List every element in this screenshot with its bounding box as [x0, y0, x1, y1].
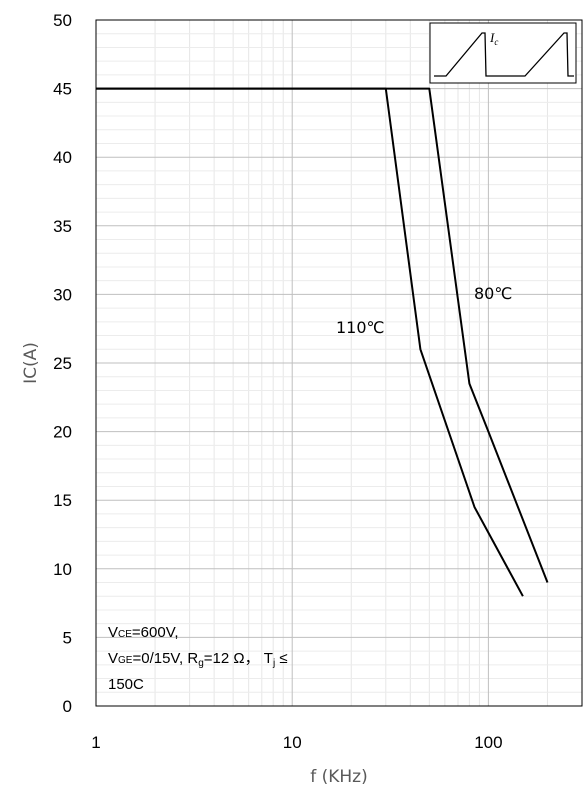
- x-tick-label: 1: [91, 733, 100, 752]
- inset-waveform: [434, 32, 574, 77]
- y-tick-label: 45: [53, 80, 72, 99]
- y-tick-label: 50: [53, 11, 72, 30]
- y-tick-label: 35: [53, 217, 72, 236]
- y-tick-labels: 0 5 10 15 20 25 30 35 40 45 50: [53, 11, 72, 716]
- inset-frame: [429, 22, 577, 84]
- series-line-1: [96, 87, 549, 583]
- x-axis-title: f (KHz): [310, 767, 368, 787]
- y-axis-title: IC(A): [21, 342, 41, 384]
- y-tick-label: 40: [53, 148, 72, 167]
- y-tick-label: 30: [53, 285, 72, 304]
- y-tick-label: 20: [53, 423, 72, 442]
- x-tick-label: 100: [474, 733, 502, 752]
- y-tick-label: 15: [53, 491, 72, 510]
- series-label-110c: 110℃: [336, 318, 385, 337]
- condition-line-3: 150C: [108, 676, 144, 693]
- y-tick-label: 5: [63, 628, 72, 647]
- y-tick-label: 0: [63, 697, 72, 716]
- x-tick-labels: 1 10 100: [91, 733, 502, 752]
- major-gridlines: [95, 19, 582, 707]
- plot-area-frame: [95, 19, 583, 707]
- x-tick-label: 10: [283, 733, 302, 752]
- series-layer: [96, 87, 549, 597]
- y-tick-label: 10: [53, 560, 72, 579]
- condition-line-2: VGE=0/15V, Rg=12 Ω， Tj ≤: [108, 650, 288, 669]
- y-tick-label: 25: [53, 354, 72, 373]
- test-conditions: VCE=600V, VGE=0/15V, Rg=12 Ω， Tj ≤ 150C: [108, 624, 288, 693]
- inset-current-label: Ic: [489, 30, 498, 47]
- condition-line-1: VCE=600V,: [108, 624, 179, 641]
- waveform-inset: Ic: [429, 22, 577, 84]
- series-label-80c: 80℃: [474, 284, 512, 303]
- series-line-0: [96, 87, 524, 597]
